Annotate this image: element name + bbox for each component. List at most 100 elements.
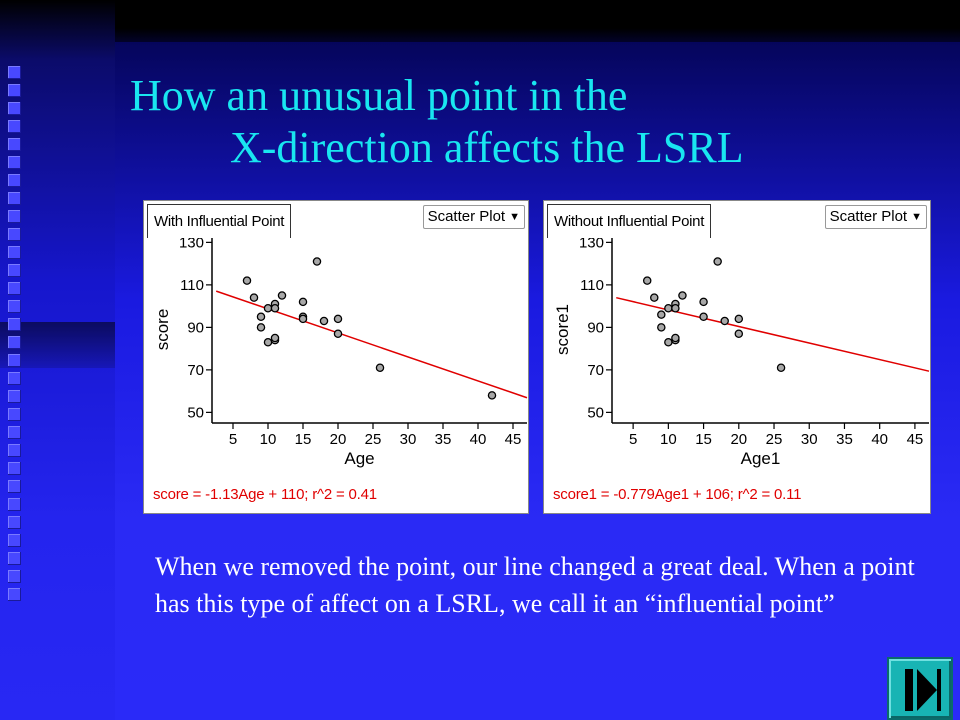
data-point	[699, 297, 708, 307]
data-point	[487, 391, 497, 400]
decorative-square	[8, 516, 21, 529]
x-tick-label: 40	[871, 431, 888, 448]
decorative-square	[8, 246, 21, 259]
data-point	[657, 310, 666, 319]
data-point	[664, 304, 673, 313]
decorative-square	[8, 534, 21, 547]
top-decor-band	[115, 0, 960, 42]
data-point	[333, 329, 343, 338]
decorative-square	[8, 588, 21, 601]
data-point	[671, 304, 680, 313]
decorative-square	[8, 408, 21, 421]
decorative-square	[8, 552, 21, 565]
data-point	[713, 257, 722, 266]
dropdown-arrow-icon: ▼	[509, 211, 520, 223]
decorative-square	[8, 66, 21, 79]
decorative-square	[8, 156, 21, 169]
data-point	[256, 312, 266, 322]
decorative-square	[8, 570, 21, 583]
end-show-button[interactable]	[887, 657, 953, 720]
x-tick-label: 5	[629, 431, 637, 448]
y-tick-label: 110	[180, 277, 204, 294]
x-axis-label: Age	[344, 449, 374, 468]
decorative-square	[8, 138, 21, 151]
data-point	[734, 329, 744, 338]
regression-equation: score = -1.13Age + 110; r^2 = 0.41	[153, 486, 377, 503]
x-tick-label: 15	[695, 431, 712, 448]
x-tick-label: 35	[435, 431, 452, 448]
y-tick-label: 110	[580, 277, 604, 294]
decorative-square	[8, 102, 21, 115]
data-point	[671, 333, 680, 343]
plot-type-dropdown[interactable]: Scatter Plot ▼	[824, 205, 927, 229]
decorative-square	[8, 372, 21, 385]
data-point	[699, 312, 708, 322]
data-point	[263, 337, 273, 347]
decorative-square	[8, 444, 21, 457]
title-line-1: How an unusual point in the	[130, 71, 628, 120]
data-point	[657, 323, 666, 332]
data-point	[249, 293, 259, 302]
plot-type-dropdown[interactable]: Scatter Plot ▼	[422, 205, 525, 229]
regression-equation: score1 = -0.779Age1 + 106; r^2 = 0.11	[553, 486, 802, 503]
regression-line	[616, 296, 930, 372]
data-point	[312, 257, 322, 266]
y-tick-label: 90	[187, 319, 204, 336]
data-point	[375, 363, 385, 372]
decorative-square	[8, 426, 21, 439]
decorative-square	[8, 498, 21, 511]
data-point	[298, 297, 308, 307]
decorative-square	[8, 480, 21, 493]
x-tick-label: 10	[260, 431, 277, 448]
y-tick-label: 130	[179, 234, 204, 251]
left-decor-band	[0, 0, 115, 720]
data-point	[664, 337, 673, 347]
decorative-square	[8, 462, 21, 475]
plot-window-with-influential: 50 70 90 110 130 5 10 15 20 25 30 35 40 45 Age score Wi…	[143, 200, 529, 514]
data-point	[270, 333, 280, 343]
x-tick-label: 45	[907, 431, 924, 448]
slide-title: How an unusual point in the X-direction …	[130, 70, 744, 174]
decorative-square	[8, 174, 21, 187]
y-axis-label: score	[153, 309, 172, 351]
data-point	[333, 314, 343, 324]
scatter-plot-with-influential: 50 70 90 110 130 5 10 15 20 25 30 35 40 45 Age score	[153, 234, 528, 468]
slide-body-text: When we removed the point, our line chan…	[155, 552, 915, 618]
decorative-square	[8, 318, 21, 331]
y-axis-label: score1	[553, 304, 572, 355]
x-tick-label: 20	[730, 431, 747, 448]
data-point	[263, 304, 273, 313]
x-tick-label: 25	[365, 431, 382, 448]
decorative-square	[8, 336, 21, 349]
decorative-square	[8, 390, 21, 403]
title-line-2: X-direction affects the LSRL	[230, 123, 744, 172]
data-point	[256, 323, 266, 332]
data-point	[270, 304, 280, 313]
scatter-plot-without-influential: 50 70 90 110 130 5 10 15 20 25 30 35 40 45 Age1 score1	[553, 234, 930, 468]
data-point	[650, 293, 659, 302]
data-point	[776, 363, 786, 372]
x-tick-label: 10	[660, 431, 677, 448]
decorative-square	[8, 300, 21, 313]
decorative-square	[8, 192, 21, 205]
regression-line	[215, 290, 528, 399]
x-tick-label: 35	[836, 431, 853, 448]
y-tick-label: 130	[579, 234, 604, 251]
y-tick-label: 70	[187, 362, 204, 379]
end-bar-icon	[937, 669, 941, 711]
plot-window-without-influential: 50 70 90 110 130 5 10 15 20 25 30 35 40 45 Age1 score1 …	[543, 200, 931, 514]
dropdown-arrow-icon: ▼	[911, 211, 922, 223]
play-triangle-icon	[917, 669, 937, 711]
decorative-square	[8, 84, 21, 97]
data-point	[242, 276, 252, 285]
x-tick-label: 5	[229, 431, 237, 448]
plot-tab[interactable]: With Influential Point	[147, 204, 292, 238]
data-point	[277, 291, 287, 300]
decorative-square	[8, 282, 21, 295]
y-tick-label: 70	[587, 362, 604, 379]
x-tick-label: 45	[505, 431, 522, 448]
plot-tab[interactable]: Without Influential Point	[547, 204, 712, 238]
x-tick-label: 15	[295, 431, 312, 448]
decorative-square	[8, 264, 21, 277]
data-point	[298, 314, 308, 324]
